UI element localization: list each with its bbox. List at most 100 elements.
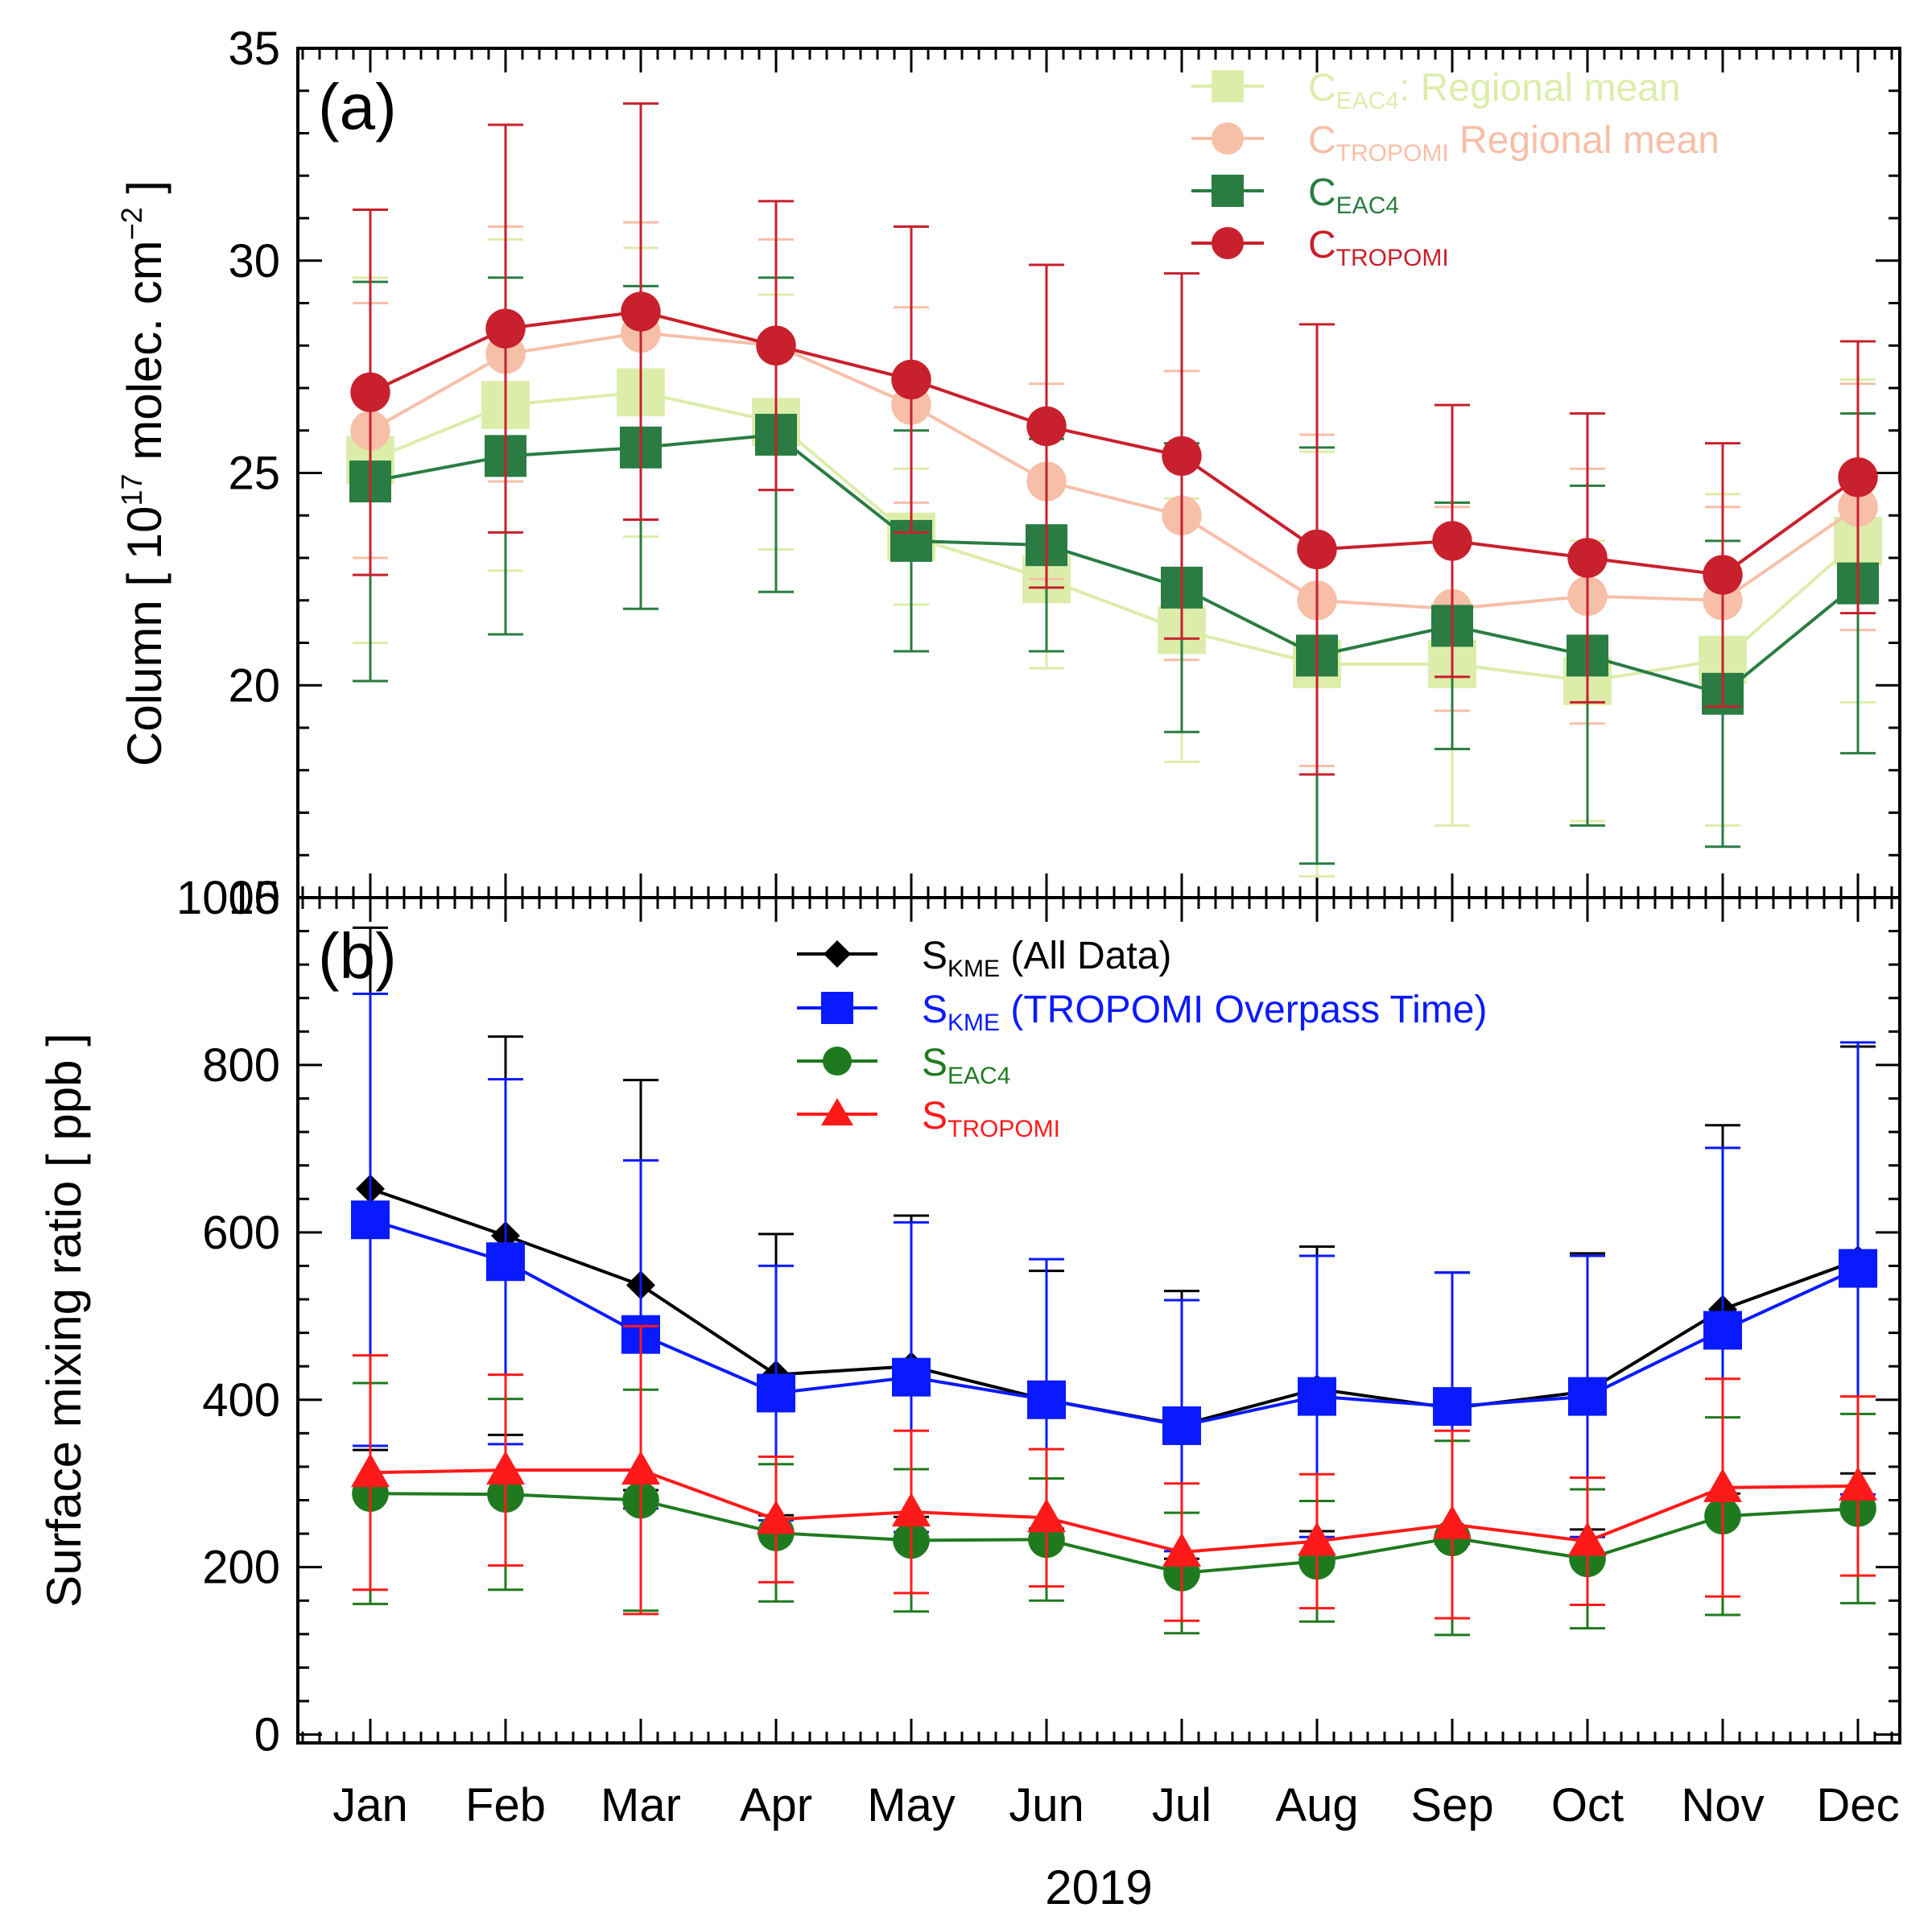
panel-b-y-axis-title: Surface mixing ratio [ ppb ] <box>37 1033 91 1608</box>
legend-marker-circle <box>823 1047 852 1076</box>
panel-a-ticks <box>298 47 1900 899</box>
panel-b-ticks <box>298 896 1900 1743</box>
x-tick-label: Mar <box>601 1779 681 1831</box>
legend-marker-circle <box>1212 227 1244 259</box>
legend-entry-c-tropomi: CTROPOMI <box>1191 224 1449 271</box>
legend-marker-circle <box>1212 122 1244 155</box>
data-point-triangle <box>1433 1505 1472 1539</box>
panel-b-frame <box>296 896 1901 1745</box>
panel-b-ytick-labels: 0 200 400 600 800 1000 <box>176 872 280 1761</box>
data-point-circle <box>621 291 661 332</box>
series-line <box>369 310 1860 577</box>
y-tick-label: 600 <box>202 1207 280 1259</box>
y-tick-label: 800 <box>202 1039 280 1092</box>
panel-a-ylabel-exponent: 17 <box>115 473 148 506</box>
panel-a-label: (a) <box>318 71 397 142</box>
legend-marker-square <box>821 992 853 1024</box>
legend-entry-s-kme-all: SKME (All Data) <box>797 935 1171 982</box>
x-axis-title: 2019 <box>1045 1860 1152 1914</box>
series-line <box>369 432 1860 696</box>
data-point-circle <box>350 372 390 412</box>
series-line <box>369 1468 1859 1554</box>
data-point-triangle <box>621 1451 660 1485</box>
x-tick-label: Aug <box>1275 1779 1358 1831</box>
data-point-circle <box>1703 555 1743 595</box>
panel-a-series <box>346 102 1882 878</box>
legend-marker-diamond <box>824 940 851 968</box>
x-tick-label: Dec <box>1816 1779 1899 1831</box>
panel-a-ylabel-close: ] <box>118 180 171 207</box>
panel-b-label: (b) <box>318 920 397 992</box>
svg-text:SKME (TROPOMI Overpass Time): SKME (TROPOMI Overpass Time) <box>922 989 1487 1036</box>
data-point-triangle <box>1568 1522 1607 1556</box>
x-tick-label: Sep <box>1410 1779 1493 1831</box>
x-tick-label: Feb <box>465 1779 546 1831</box>
series-line <box>369 1187 1859 1427</box>
svg-text:SKME (All Data): SKME (All Data) <box>922 935 1171 982</box>
panel-a-ylabel-units-exponent: −2 <box>115 207 148 240</box>
data-point-square <box>486 1242 525 1282</box>
legend-entry-c-eac4-regional: CEAC4: Regional mean <box>1191 67 1681 114</box>
series-line <box>369 1218 1859 1428</box>
data-point-square <box>351 1200 390 1240</box>
series-b-3 <box>351 1324 1877 1622</box>
svg-text:CEAC4: CEAC4 <box>1308 171 1399 219</box>
series-a-3 <box>350 102 1878 776</box>
series-a-1 <box>350 221 1878 767</box>
panel-b-series <box>351 926 1877 1637</box>
data-point-square <box>1027 1380 1066 1419</box>
y-tick-label: 25 <box>228 448 280 500</box>
data-point-triangle <box>1839 1466 1877 1501</box>
legend-entry-s-kme-overpass: SKME (TROPOMI Overpass Time) <box>797 989 1487 1036</box>
y-tick-label: 0 <box>254 1709 280 1761</box>
x-tick-label: Nov <box>1681 1779 1764 1831</box>
x-tick-label: Jul <box>1152 1779 1212 1831</box>
y-tick-label: 35 <box>228 23 280 75</box>
panel-b: 0 200 400 600 800 1000 (b) Surface mixing rat… <box>37 872 1901 1914</box>
series-a-0 <box>346 237 1882 878</box>
panel-a-ytick-labels: 15 20 25 30 35 <box>228 23 280 924</box>
panel-b-legend: SKME (All Data) SKME (TROPOMI Overpass T… <box>797 935 1487 1142</box>
data-point-circle <box>1297 529 1337 570</box>
data-point-square <box>1568 1377 1607 1416</box>
data-point-triangle <box>1162 1532 1201 1567</box>
series-a-2 <box>349 276 1879 865</box>
legend-marker-square <box>1212 175 1244 207</box>
y-tick-label: 30 <box>228 235 280 287</box>
data-point-circle <box>756 325 796 365</box>
panel-a: 15 20 25 30 35 (a) Column [ 1017 molec. cm−2… <box>115 23 1901 924</box>
x-tick-label: Jan <box>332 1779 408 1831</box>
svg-text:CTROPOMI Regional mean: CTROPOMI Regional mean <box>1308 119 1719 167</box>
series-b-2 <box>352 1381 1876 1637</box>
data-point-circle <box>1432 521 1472 561</box>
data-point-circle <box>1567 538 1608 578</box>
panel-a-ylabel-part1: Column [ 10 <box>118 506 171 766</box>
data-point-triangle <box>1027 1498 1066 1533</box>
legend-entry-s-eac4: SEAC4 <box>797 1042 1010 1089</box>
svg-text:CTROPOMI: CTROPOMI <box>1308 224 1449 271</box>
svg-text:SEAC4: SEAC4 <box>922 1042 1010 1089</box>
panel-a-frame <box>296 47 1901 899</box>
data-point-square <box>1433 1387 1472 1427</box>
data-point-square <box>1703 1311 1742 1350</box>
data-point-triangle <box>486 1451 525 1485</box>
y-tick-label: 20 <box>228 659 280 712</box>
data-point-square <box>757 1373 795 1413</box>
panel-a-y-axis-title: Column [ 1017 molec. cm−2 ] <box>115 180 171 766</box>
legend-entry-s-tropomi: STROPOMI <box>797 1095 1060 1142</box>
series-b-1 <box>351 993 1877 1553</box>
series-line <box>369 1492 1859 1575</box>
data-point-triangle <box>1703 1468 1742 1502</box>
x-tick-label: Jun <box>1009 1779 1084 1831</box>
x-tick-label: May <box>867 1779 956 1831</box>
data-point-square <box>892 1357 931 1397</box>
x-tick-label: Apr <box>740 1779 812 1831</box>
y-tick-label: 200 <box>202 1542 280 1594</box>
y-tick-label: 15 <box>228 872 280 924</box>
x-tick-labels: Jan Feb Mar Apr May Jun Jul Aug Sep Oct Nov Dec <box>332 1779 1899 1831</box>
data-point-circle <box>1162 436 1202 477</box>
panel-a-ylabel-units: molec. cm <box>118 240 171 473</box>
data-point-square <box>1839 1249 1877 1288</box>
legend-entry-c-tropomi-regional: CTROPOMI Regional mean <box>1191 119 1719 167</box>
